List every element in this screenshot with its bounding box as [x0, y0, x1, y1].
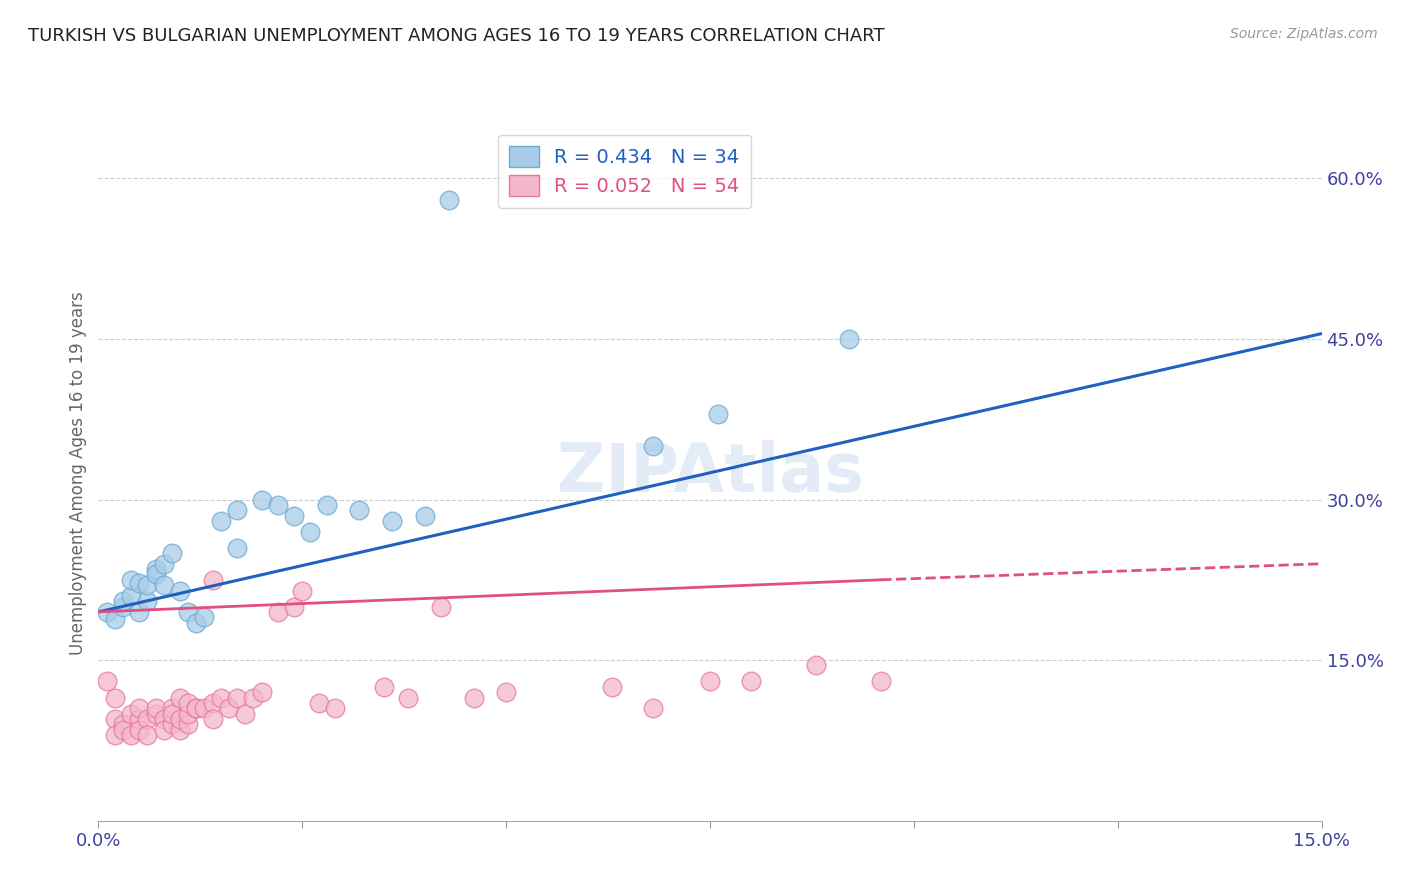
- Point: [186, 701, 208, 715]
- Point: [128, 605, 150, 619]
- Point: [740, 674, 762, 689]
- Point: [308, 696, 330, 710]
- Point: [226, 503, 249, 517]
- Point: [699, 674, 721, 689]
- Point: [169, 690, 191, 705]
- Point: [267, 498, 290, 512]
- Point: [145, 567, 167, 582]
- Point: [111, 594, 134, 608]
- Point: [152, 557, 174, 571]
- Point: [104, 612, 127, 626]
- Point: [315, 498, 337, 512]
- Point: [381, 514, 404, 528]
- Point: [349, 503, 371, 517]
- Point: [136, 712, 159, 726]
- Point: [177, 696, 200, 710]
- Point: [838, 332, 860, 346]
- Point: [707, 407, 730, 421]
- Point: [299, 524, 322, 539]
- Point: [111, 717, 134, 731]
- Point: [437, 193, 460, 207]
- Point: [291, 583, 314, 598]
- Point: [430, 599, 453, 614]
- Point: [804, 658, 827, 673]
- Point: [209, 690, 232, 705]
- Point: [128, 576, 150, 591]
- Point: [152, 723, 174, 737]
- Point: [104, 712, 127, 726]
- Point: [233, 706, 256, 721]
- Point: [169, 712, 191, 726]
- Point: [193, 701, 215, 715]
- Point: [96, 674, 118, 689]
- Point: [160, 706, 183, 721]
- Point: [177, 717, 200, 731]
- Y-axis label: Unemployment Among Ages 16 to 19 years: Unemployment Among Ages 16 to 19 years: [69, 291, 87, 655]
- Point: [641, 701, 664, 715]
- Point: [870, 674, 893, 689]
- Text: Source: ZipAtlas.com: Source: ZipAtlas.com: [1230, 27, 1378, 41]
- Point: [201, 573, 224, 587]
- Point: [242, 690, 264, 705]
- Point: [111, 599, 134, 614]
- Point: [104, 690, 127, 705]
- Point: [128, 723, 150, 737]
- Point: [283, 599, 305, 614]
- Point: [201, 696, 224, 710]
- Point: [218, 701, 240, 715]
- Point: [267, 605, 290, 619]
- Point: [169, 583, 191, 598]
- Point: [104, 728, 127, 742]
- Point: [152, 578, 174, 592]
- Point: [96, 605, 118, 619]
- Point: [136, 594, 159, 608]
- Point: [250, 492, 273, 507]
- Point: [160, 717, 183, 731]
- Point: [186, 701, 208, 715]
- Point: [120, 706, 142, 721]
- Text: TURKISH VS BULGARIAN UNEMPLOYMENT AMONG AGES 16 TO 19 YEARS CORRELATION CHART: TURKISH VS BULGARIAN UNEMPLOYMENT AMONG …: [28, 27, 884, 45]
- Point: [193, 610, 215, 624]
- Point: [226, 690, 249, 705]
- Point: [177, 605, 200, 619]
- Point: [186, 615, 208, 630]
- Point: [120, 589, 142, 603]
- Point: [600, 680, 623, 694]
- Point: [177, 706, 200, 721]
- Point: [111, 723, 134, 737]
- Point: [209, 514, 232, 528]
- Point: [226, 541, 249, 555]
- Point: [641, 439, 664, 453]
- Point: [250, 685, 273, 699]
- Point: [120, 573, 142, 587]
- Point: [128, 712, 150, 726]
- Point: [128, 701, 150, 715]
- Point: [120, 728, 142, 742]
- Point: [160, 701, 183, 715]
- Point: [136, 728, 159, 742]
- Point: [495, 685, 517, 699]
- Point: [145, 562, 167, 576]
- Point: [373, 680, 395, 694]
- Point: [152, 712, 174, 726]
- Point: [323, 701, 346, 715]
- Point: [145, 701, 167, 715]
- Point: [283, 508, 305, 523]
- Point: [413, 508, 436, 523]
- Point: [463, 690, 485, 705]
- Point: [201, 712, 224, 726]
- Point: [145, 706, 167, 721]
- Point: [169, 723, 191, 737]
- Text: ZIPAtlas: ZIPAtlas: [557, 440, 863, 506]
- Point: [160, 546, 183, 560]
- Point: [396, 690, 419, 705]
- Point: [136, 578, 159, 592]
